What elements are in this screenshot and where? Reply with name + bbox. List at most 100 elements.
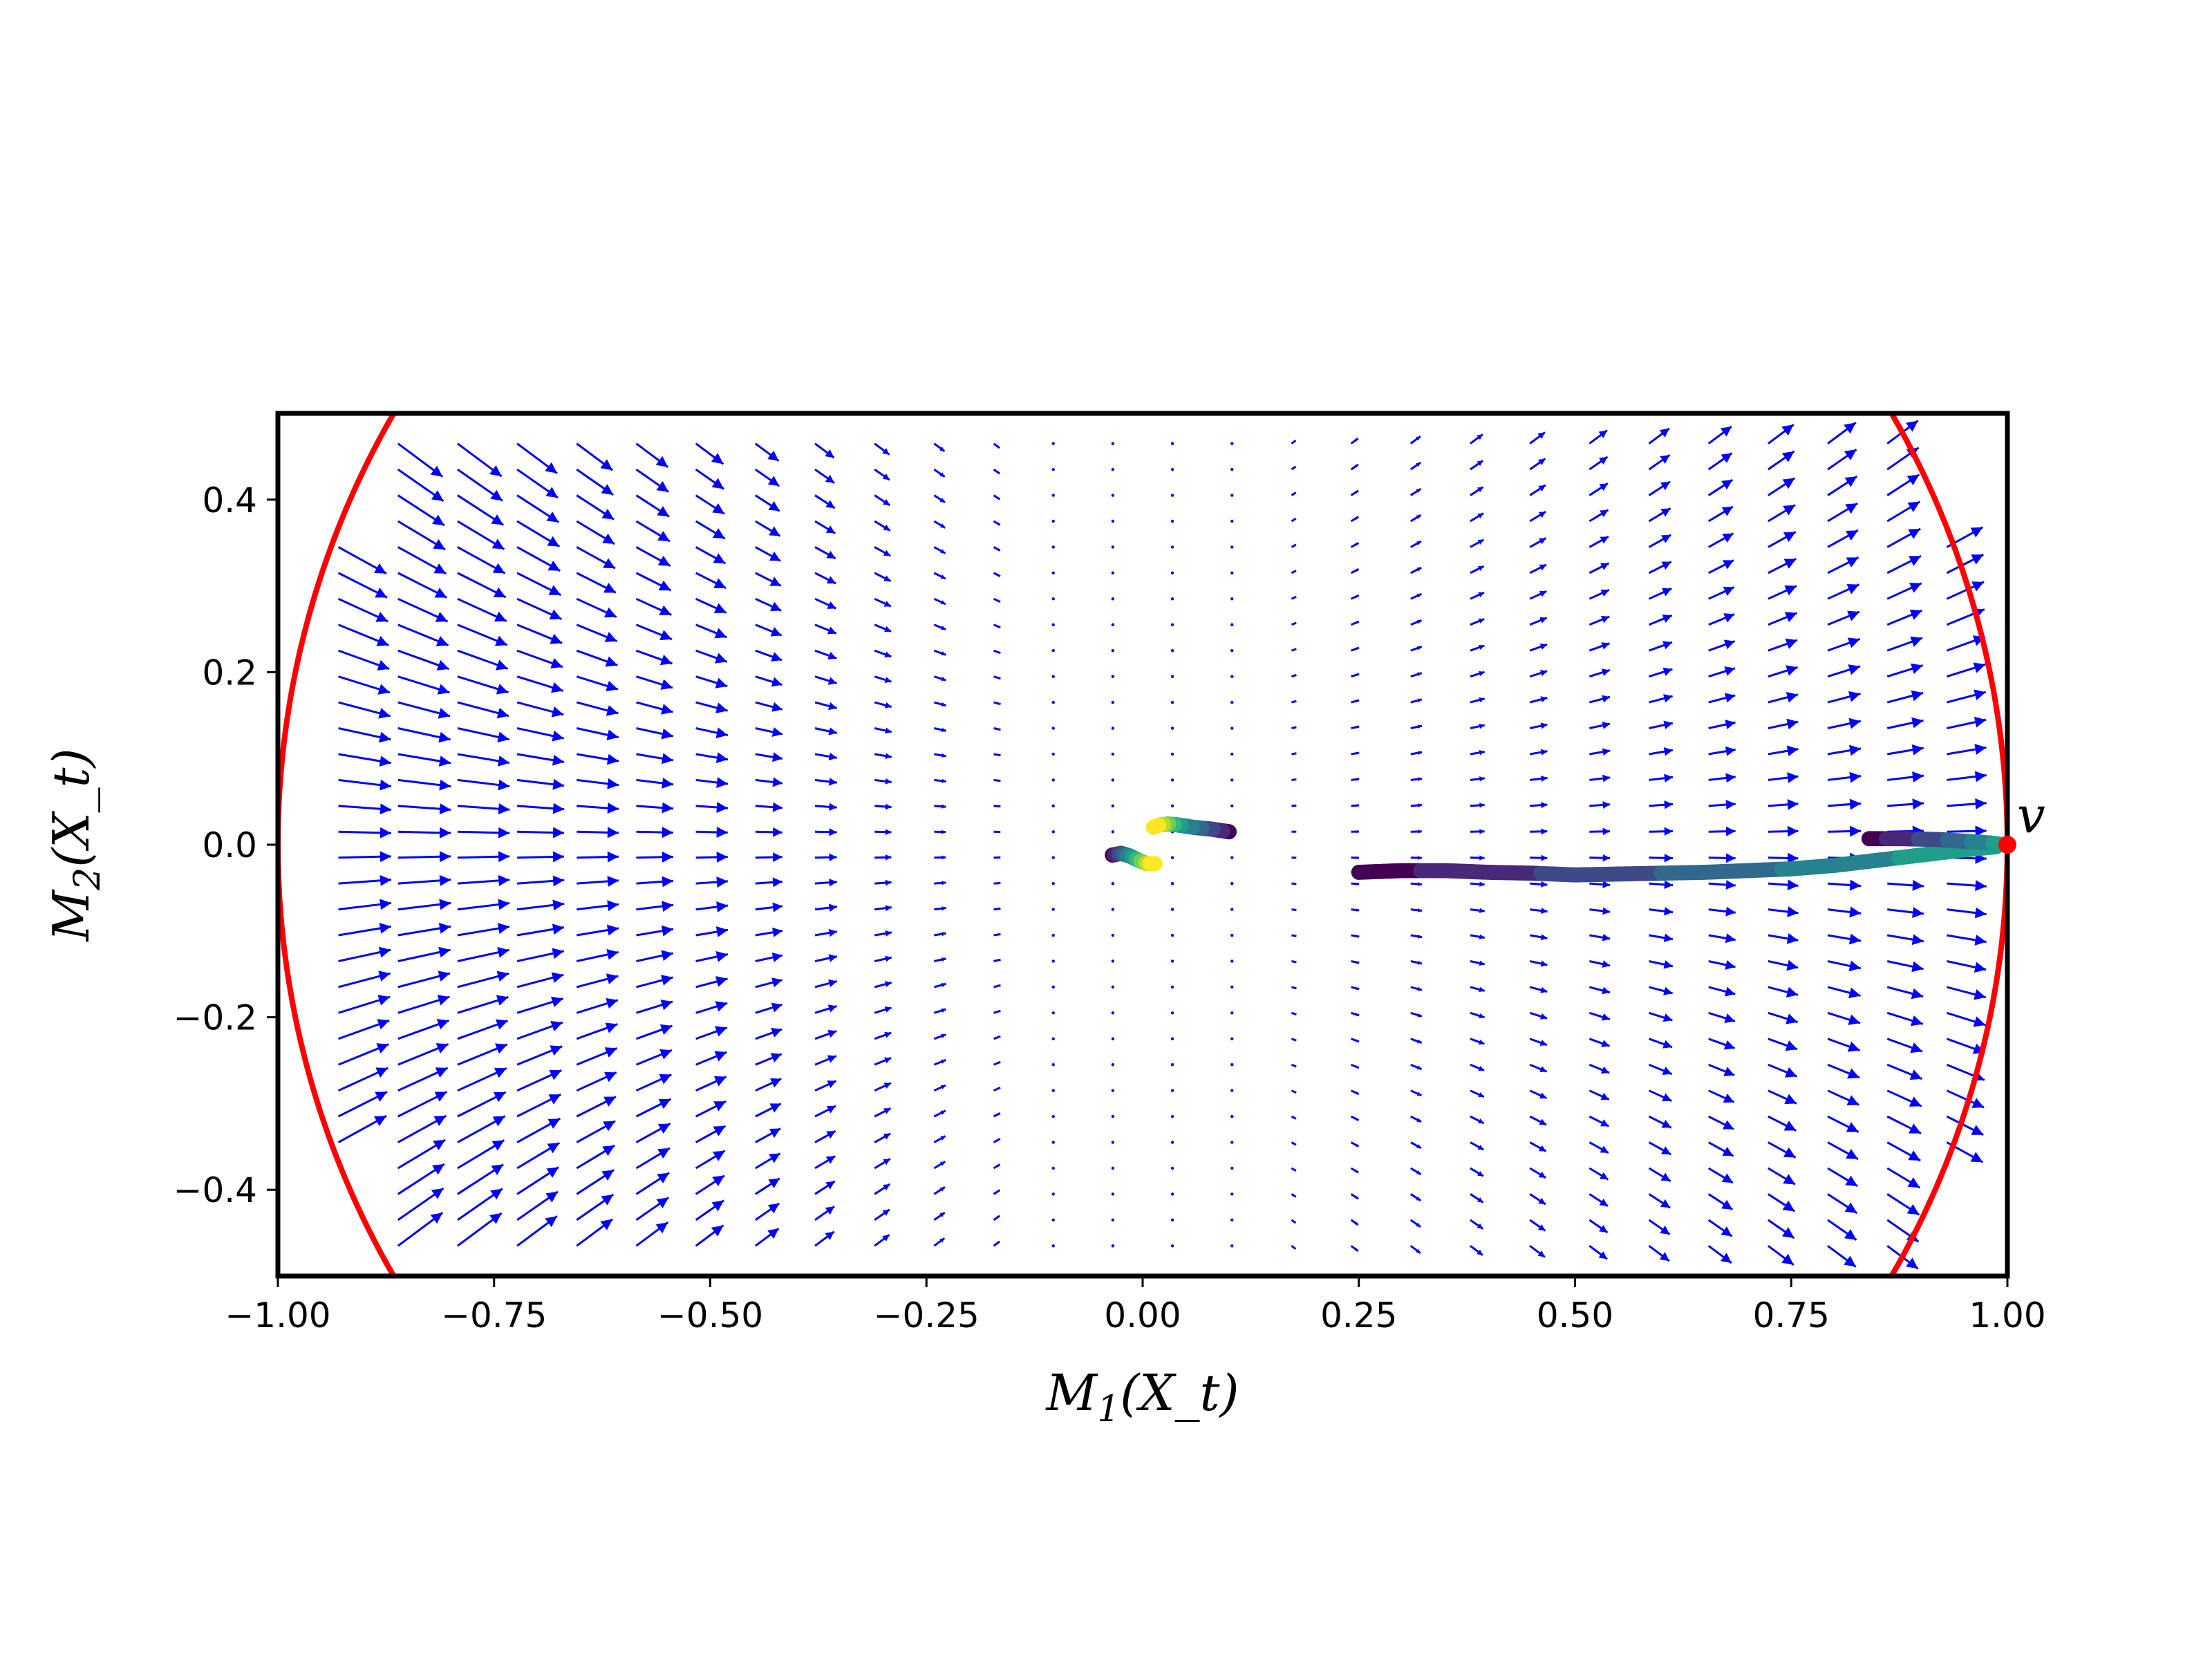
vector-arrow-head <box>997 574 1000 577</box>
vector-arrow-head <box>1971 1098 1985 1108</box>
vector-arrow <box>635 1098 672 1118</box>
vector-arrow-head <box>1477 1118 1484 1124</box>
vector-arrow-head <box>1721 480 1733 490</box>
vector-arrow <box>1111 959 1115 963</box>
vector-arrow-head <box>1478 1065 1485 1071</box>
vector-arrow-head <box>1598 1251 1608 1259</box>
vector-arrow <box>1470 1115 1485 1125</box>
vector-arrow-head <box>1294 986 1297 989</box>
vector-arrow <box>1947 960 1987 973</box>
vector-arrow-dot <box>1170 519 1174 523</box>
vector-arrow-head <box>657 1147 670 1159</box>
vector-arrow-dot <box>1230 675 1234 678</box>
vector-arrow-head <box>1294 961 1297 963</box>
vector-arrow-head <box>662 901 674 912</box>
vector-arrow <box>1827 1011 1861 1025</box>
vector-arrow <box>1470 960 1485 966</box>
vector-arrow <box>993 442 1001 449</box>
vector-arrow-dot <box>1170 1114 1174 1118</box>
vector-arrow <box>1230 933 1234 937</box>
vector-arrow <box>397 546 447 575</box>
vector-arrow-head <box>491 1140 505 1151</box>
vector-arrow-head <box>1477 1170 1483 1177</box>
vector-arrow <box>874 675 892 683</box>
vector-arrow <box>1768 718 1799 730</box>
vector-arrow <box>1588 986 1611 995</box>
vector-arrow <box>755 597 782 612</box>
vector-arrow <box>1051 752 1055 756</box>
vector-arrow <box>516 442 558 474</box>
vector-arrow <box>1230 908 1234 911</box>
vector-arrow <box>695 597 727 614</box>
vector-arrow <box>1768 879 1799 891</box>
vector-arrow <box>1230 727 1234 730</box>
vector-arrow-head <box>1912 771 1924 782</box>
vector-arrow-head <box>1664 880 1673 889</box>
vector-arrow-dot <box>1170 623 1174 626</box>
vector-arrow-dot <box>1051 1089 1055 1092</box>
vector-arrow <box>1410 908 1423 912</box>
vector-arrow <box>993 932 1001 937</box>
vector-arrow-head <box>379 779 391 791</box>
vector-arrow-head <box>552 827 565 838</box>
annotation-label: v <box>2017 786 2045 844</box>
vector-arrow-dot <box>1230 881 1234 885</box>
vector-arrow-head <box>997 650 1001 654</box>
vector-arrow <box>1111 675 1115 678</box>
vector-arrow-head <box>884 626 892 632</box>
vector-arrow-dot <box>1170 985 1174 989</box>
vector-arrow <box>1887 907 1924 918</box>
vector-arrow <box>1946 1011 1986 1027</box>
vector-arrow <box>1648 453 1671 471</box>
vector-arrow <box>517 875 565 887</box>
vector-arrow-head <box>997 830 1001 834</box>
vector-arrow-head <box>1844 476 1857 487</box>
vector-arrow <box>993 1086 1001 1092</box>
vector-arrow-head <box>1973 662 1986 673</box>
vector-arrow-head <box>1355 594 1359 599</box>
vector-arrow <box>1947 907 1987 919</box>
vector-arrow-head <box>997 1087 1001 1090</box>
vector-arrow <box>516 1190 559 1221</box>
vector-arrow <box>1886 690 1924 704</box>
vector-arrow <box>695 777 729 789</box>
vector-arrow-dot <box>1170 597 1174 601</box>
vector-arrow-head <box>829 778 837 786</box>
vector-arrow-dot <box>1170 1141 1174 1144</box>
vector-arrow <box>338 624 389 646</box>
vector-arrow <box>755 1078 782 1092</box>
vector-arrow <box>1470 881 1485 887</box>
vector-arrow-head <box>1355 1170 1359 1173</box>
vector-arrow <box>1291 1011 1297 1015</box>
vector-arrow <box>338 899 392 911</box>
vector-arrow <box>1887 771 1924 782</box>
vector-arrow-head <box>1974 907 1987 919</box>
vector-arrow <box>1291 621 1297 626</box>
vector-arrow-head <box>660 975 673 986</box>
vector-arrow-head <box>1479 803 1485 808</box>
vector-arrow-head <box>1478 618 1485 624</box>
vector-arrow <box>397 1091 448 1118</box>
vector-arrow <box>397 468 444 503</box>
vector-arrow-head <box>772 877 782 888</box>
vector-arrow <box>576 997 619 1014</box>
vector-arrow-head <box>996 445 1000 449</box>
vector-arrow-head <box>434 1091 447 1102</box>
vector-arrow <box>695 675 728 688</box>
vector-arrow <box>1230 1011 1234 1015</box>
vector-arrow-head <box>826 1105 836 1114</box>
vector-arrow-head <box>489 1212 502 1224</box>
vector-arrow-head <box>1355 569 1359 572</box>
vector-arrow-head <box>883 1082 891 1089</box>
vector-arrow-head <box>1787 906 1799 917</box>
vector-arrow <box>933 572 946 580</box>
vector-arrow-dot <box>1170 778 1174 782</box>
vector-arrow <box>1470 512 1484 523</box>
vector-arrow <box>1170 1244 1174 1248</box>
vector-arrow-head <box>1844 1255 1856 1267</box>
vector-arrow-head <box>439 827 451 838</box>
vector-arrow <box>576 1193 614 1221</box>
vector-arrow <box>1291 882 1297 885</box>
vector-arrow <box>755 927 783 937</box>
vector-arrow-head <box>662 876 674 888</box>
